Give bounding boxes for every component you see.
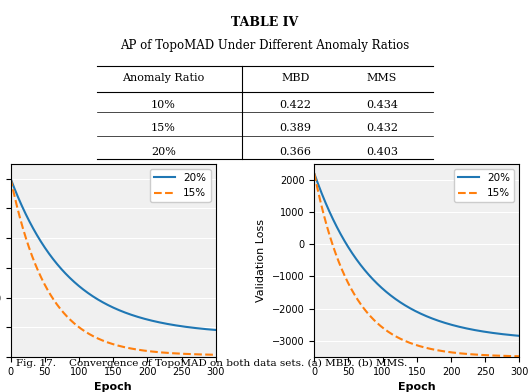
Text: MBD: MBD [281,73,310,83]
Y-axis label: Validation Loss: Validation Loss [256,219,266,302]
Text: 15%: 15% [151,123,175,133]
Legend: 20%, 15%: 20%, 15% [454,169,514,202]
Text: Anomaly Ratio: Anomaly Ratio [122,73,205,83]
Text: Fig. 17.    Convergence of TopoMAD on both data sets. (a) MBD. (b) MMS.: Fig. 17. Convergence of TopoMAD on both … [16,359,407,368]
Text: 20%: 20% [151,147,175,157]
Text: 0.434: 0.434 [366,100,398,110]
Text: 10%: 10% [151,100,175,110]
Text: 0.432: 0.432 [366,123,398,133]
Text: 0.422: 0.422 [279,100,312,110]
Text: MMS: MMS [367,73,397,83]
Text: 0.389: 0.389 [279,123,312,133]
Text: 0.403: 0.403 [366,147,398,157]
X-axis label: Epoch: Epoch [94,382,132,392]
Legend: 20%, 15%: 20%, 15% [150,169,210,202]
Text: AP of TopoMAD Under Different Anomaly Ratios: AP of TopoMAD Under Different Anomaly Ra… [120,39,410,52]
Text: TABLE IV: TABLE IV [232,16,298,29]
Text: 0.366: 0.366 [279,147,312,157]
X-axis label: Epoch: Epoch [398,382,436,392]
